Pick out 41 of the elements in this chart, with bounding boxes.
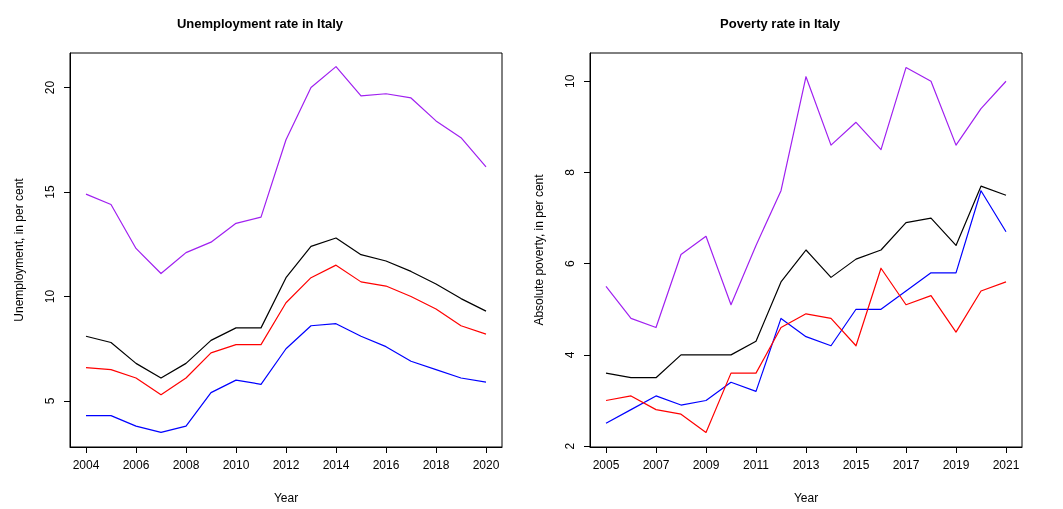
line-series bbox=[605, 267, 1007, 434]
x-tick-label: 2007 bbox=[642, 458, 670, 472]
x-tick-label: 2005 bbox=[592, 458, 620, 472]
y-tick-label: 10 bbox=[43, 289, 57, 304]
line-series bbox=[85, 264, 487, 396]
x-tick-label: 2014 bbox=[322, 458, 350, 472]
line-series bbox=[85, 65, 487, 275]
x-tick-label: 2013 bbox=[792, 458, 820, 472]
x-tick-label: 2006 bbox=[122, 458, 150, 472]
chart-title: Unemployment rate in Italy bbox=[176, 16, 344, 31]
x-tick-label: 2009 bbox=[692, 458, 720, 472]
y-tick-label: 20 bbox=[43, 80, 57, 95]
x-tick-label: 2021 bbox=[992, 458, 1020, 472]
x-tick-label: 2008 bbox=[172, 458, 200, 472]
line-series bbox=[605, 66, 1007, 329]
x-tick-label: 2012 bbox=[272, 458, 300, 472]
y-axis-title: Unemployment, in per cent bbox=[12, 177, 26, 322]
y-tick-label: 10 bbox=[563, 74, 577, 88]
x-tick-label: 2016 bbox=[372, 458, 400, 472]
x-tick-label: 2017 bbox=[892, 458, 920, 472]
y-axis-title: Absolute poverty, in per cent bbox=[532, 173, 546, 326]
x-tick-label: 2020 bbox=[472, 458, 500, 472]
x-tick-label: 2018 bbox=[422, 458, 450, 472]
x-axis-title: Year bbox=[273, 491, 299, 505]
x-tick-label: 2015 bbox=[842, 458, 870, 472]
y-tick-label: 4 bbox=[563, 351, 577, 359]
x-tick-label: 2004 bbox=[72, 458, 100, 472]
y-tick-label: 15 bbox=[43, 185, 57, 199]
line-series bbox=[85, 237, 487, 379]
chart-title: Poverty rate in Italy bbox=[720, 16, 841, 31]
line-series bbox=[605, 190, 1007, 424]
x-axis-title: Year bbox=[793, 491, 819, 505]
y-tick-label: 6 bbox=[563, 260, 577, 268]
line-series bbox=[605, 185, 1007, 379]
y-tick-label: 8 bbox=[563, 168, 577, 176]
line-series bbox=[85, 323, 487, 433]
x-tick-label: 2011 bbox=[743, 458, 770, 472]
x-tick-label: 2010 bbox=[222, 458, 250, 472]
y-tick-label: 5 bbox=[43, 397, 57, 405]
y-tick-label: 2 bbox=[563, 442, 577, 450]
x-tick-label: 2019 bbox=[942, 458, 970, 472]
